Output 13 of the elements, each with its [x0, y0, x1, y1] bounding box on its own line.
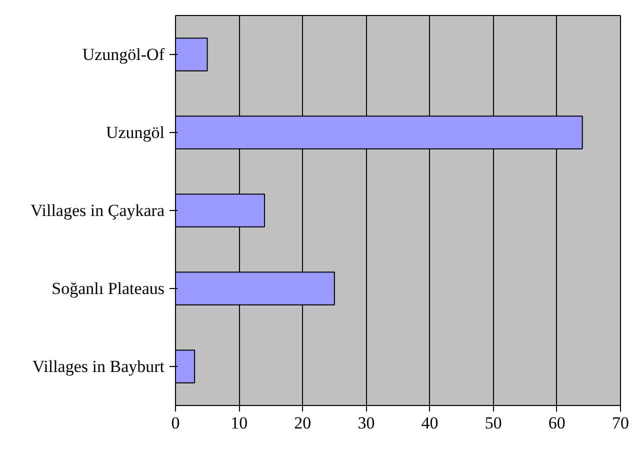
x-tick-label: 20: [294, 414, 312, 432]
y-tick-label: Villages in Bayburt: [32, 357, 165, 376]
x-tick-label: 0: [171, 414, 180, 432]
y-tick-label: Uzungöl-Of: [82, 45, 165, 64]
x-tick-label: 30: [358, 414, 375, 432]
x-tick-label: 50: [484, 414, 502, 432]
x-tick-label: 10: [230, 414, 248, 432]
x-tick-label: 60: [548, 414, 566, 432]
y-tick-label: Uzungöl: [106, 123, 165, 142]
y-tick-label: Soğanlı Plateaus: [52, 279, 165, 298]
x-tick-label: 40: [421, 414, 438, 432]
y-tick-label: Villages in Çaykara: [30, 201, 165, 220]
x-tick-label: 70: [612, 414, 629, 432]
